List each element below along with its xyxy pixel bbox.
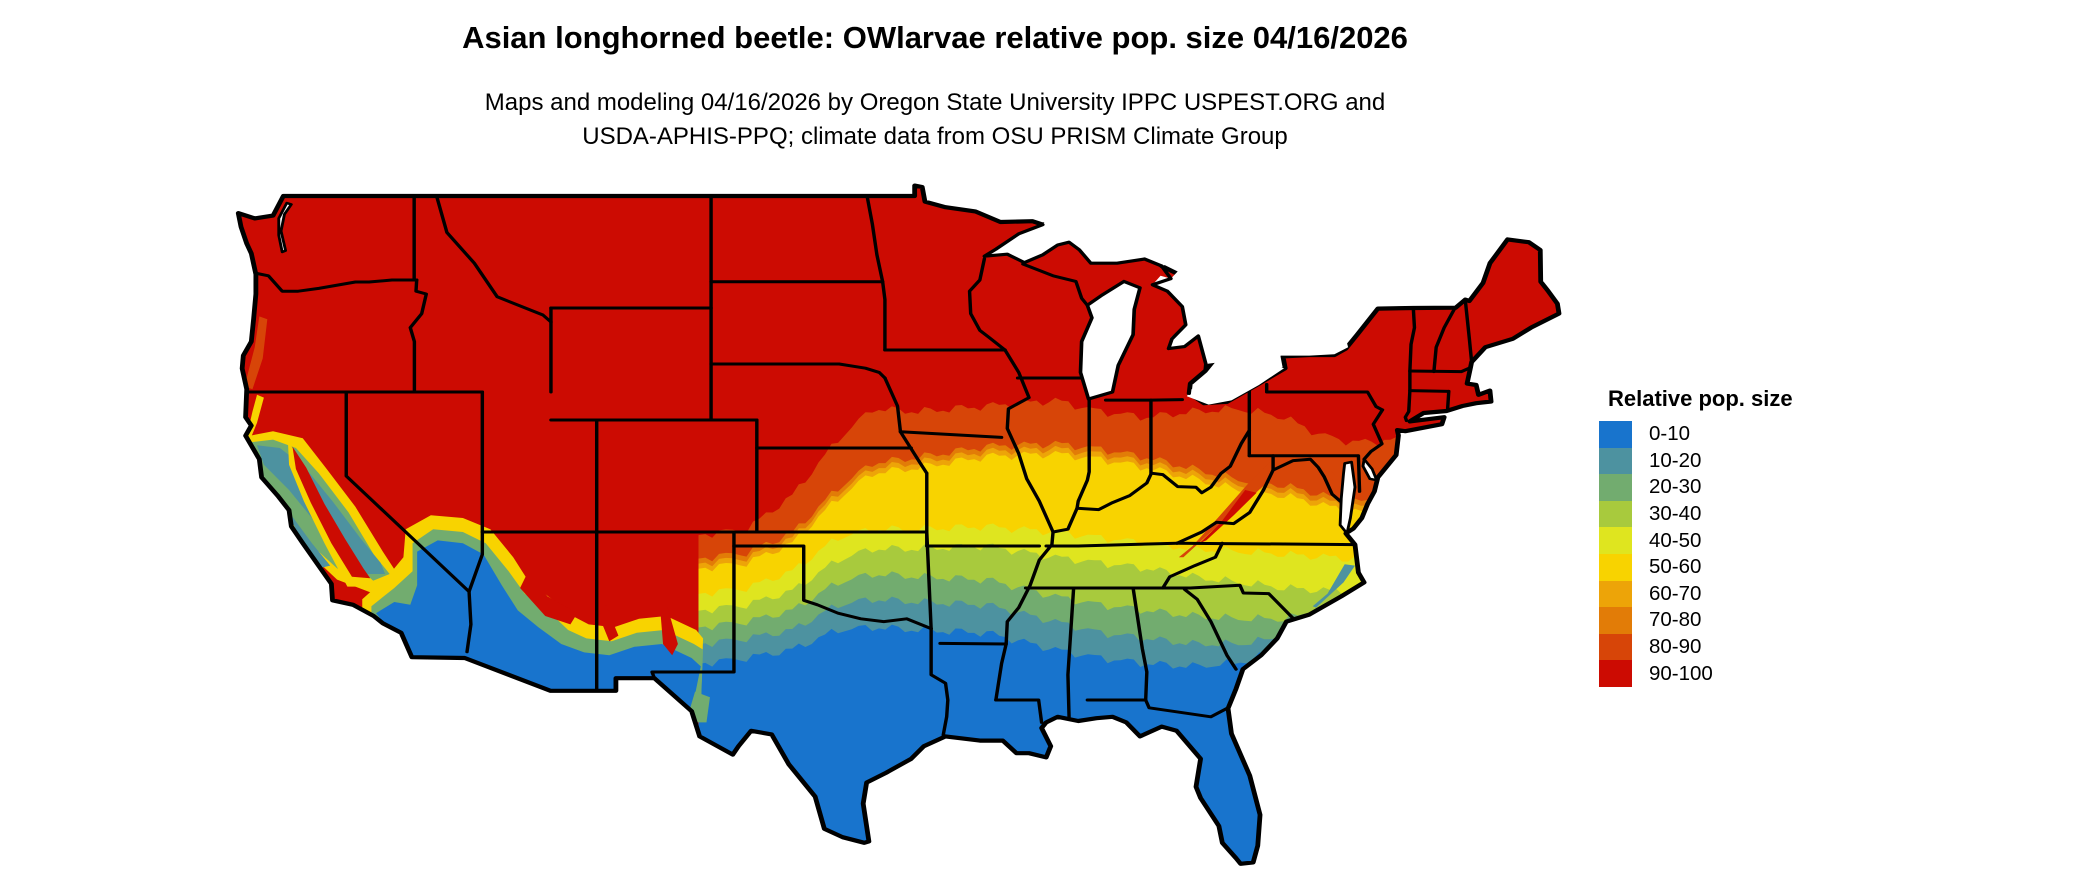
subtitle-line-2: USDA-APHIS-PPQ; climate data from OSU PR… <box>582 123 1288 150</box>
legend-title: Relative pop. size <box>1608 386 1793 411</box>
state-border <box>1103 398 1184 402</box>
lake-michigan-outline <box>1078 279 1142 401</box>
state-border <box>994 698 1044 724</box>
state-border <box>1044 541 1179 548</box>
legend-row: 70-80 <box>1599 607 1793 634</box>
map-legend: Relative pop. size 0-10 10-20 20-30 30-40 40… <box>1599 386 1793 687</box>
great-lake <box>1080 281 1140 399</box>
legend-label: 0-10 <box>1649 422 1691 446</box>
legend-row: 20-30 <box>1599 474 1793 501</box>
lake-shoreline <box>982 223 1164 268</box>
state-border <box>883 376 903 434</box>
state-border <box>865 194 887 352</box>
state-border <box>938 641 1008 646</box>
legend-label: 50-60 <box>1649 555 1702 579</box>
state-border <box>650 530 736 680</box>
legend-swatch <box>1599 447 1632 475</box>
state-border <box>1161 541 1225 590</box>
bay <box>1361 457 1379 482</box>
state-border <box>1075 398 1091 510</box>
legend-swatch <box>1599 553 1632 581</box>
legend-swatch <box>1599 633 1632 661</box>
region-patch <box>660 607 678 656</box>
legend-label: 90-100 <box>1649 661 1713 685</box>
state-border <box>732 544 933 631</box>
state-border <box>253 271 419 293</box>
legend-row: 90-100 <box>1599 660 1793 687</box>
legend-label: 30-40 <box>1649 502 1702 526</box>
legend-swatch <box>1599 660 1632 687</box>
state-border <box>1066 586 1076 719</box>
state-border <box>967 257 1007 352</box>
legend-swatch <box>1599 527 1632 554</box>
state-border <box>898 430 1004 439</box>
state-border <box>1131 586 1149 702</box>
state-border <box>467 390 485 594</box>
legend-row: 60-70 <box>1599 580 1793 608</box>
legend-label: 40-50 <box>1649 528 1702 552</box>
legend-swatch <box>1599 580 1632 608</box>
us-choropleth-map <box>235 183 1562 866</box>
state-border <box>1175 468 1275 545</box>
great-lake <box>1279 334 1349 356</box>
state-border <box>925 530 933 631</box>
state-border <box>1271 454 1346 506</box>
state-border <box>1362 408 1385 461</box>
state-border <box>1356 454 1362 493</box>
legend-rows: 0-10 10-20 20-30 30-40 40-50 50-60 60-70 70-80 8… <box>1599 421 1793 687</box>
state-border <box>1021 262 1090 307</box>
state-border <box>1264 382 1385 412</box>
state-border <box>434 194 553 324</box>
state-border <box>898 430 929 475</box>
map-fill-layers <box>238 185 1560 864</box>
state-border <box>929 627 950 737</box>
region-patch <box>520 574 578 625</box>
legend-row: 50-60 <box>1599 553 1793 581</box>
state-border <box>1182 587 1238 671</box>
state-border <box>1408 366 1473 374</box>
state-border <box>709 362 887 380</box>
legend-swatch <box>1599 474 1632 501</box>
legend-label: 10-20 <box>1649 448 1702 472</box>
legend-row: 0-10 <box>1599 421 1793 448</box>
lake-shoreline <box>1150 264 1208 395</box>
state-border <box>1161 583 1297 622</box>
state-border <box>1175 541 1357 547</box>
region-patch <box>1199 490 1257 544</box>
state-border <box>1445 389 1451 411</box>
bay <box>1338 460 1357 535</box>
legend-swatch <box>1599 421 1632 448</box>
legend-label: 70-80 <box>1649 608 1702 632</box>
region-patch <box>1312 564 1355 608</box>
great-lake <box>1186 365 1285 405</box>
region-patch <box>244 316 268 390</box>
legend-label: 80-90 <box>1649 635 1702 659</box>
legend-swatch <box>1599 500 1632 528</box>
state-border <box>1051 428 1252 534</box>
state-border <box>408 278 429 394</box>
page-title: Asian longhorned beetle: OWlarvae relati… <box>462 20 1408 55</box>
region-patch <box>284 506 331 569</box>
legend-row: 10-20 <box>1599 447 1793 475</box>
state-border <box>1085 698 1230 719</box>
state-border <box>1403 306 1417 423</box>
legend-swatch <box>1599 607 1632 634</box>
legend-label: 60-70 <box>1649 581 1702 605</box>
legend-label: 20-30 <box>1649 475 1702 499</box>
state-border <box>1463 298 1474 364</box>
region-patch <box>292 446 371 579</box>
legend-row: 80-90 <box>1599 633 1793 661</box>
legend-row: 40-50 <box>1599 527 1793 554</box>
legend-row: 30-40 <box>1599 500 1793 528</box>
subtitle: Maps and modeling 04/16/2026 by Oregon S… <box>0 86 1870 154</box>
bay <box>277 201 293 254</box>
region-patch <box>598 604 619 642</box>
subtitle-line-1: Maps and modeling 04/16/2026 by Oregon S… <box>484 89 1386 116</box>
great-lake <box>984 208 1167 266</box>
region-patch <box>375 540 701 712</box>
state-border <box>1408 389 1451 393</box>
state-border <box>1432 306 1457 374</box>
